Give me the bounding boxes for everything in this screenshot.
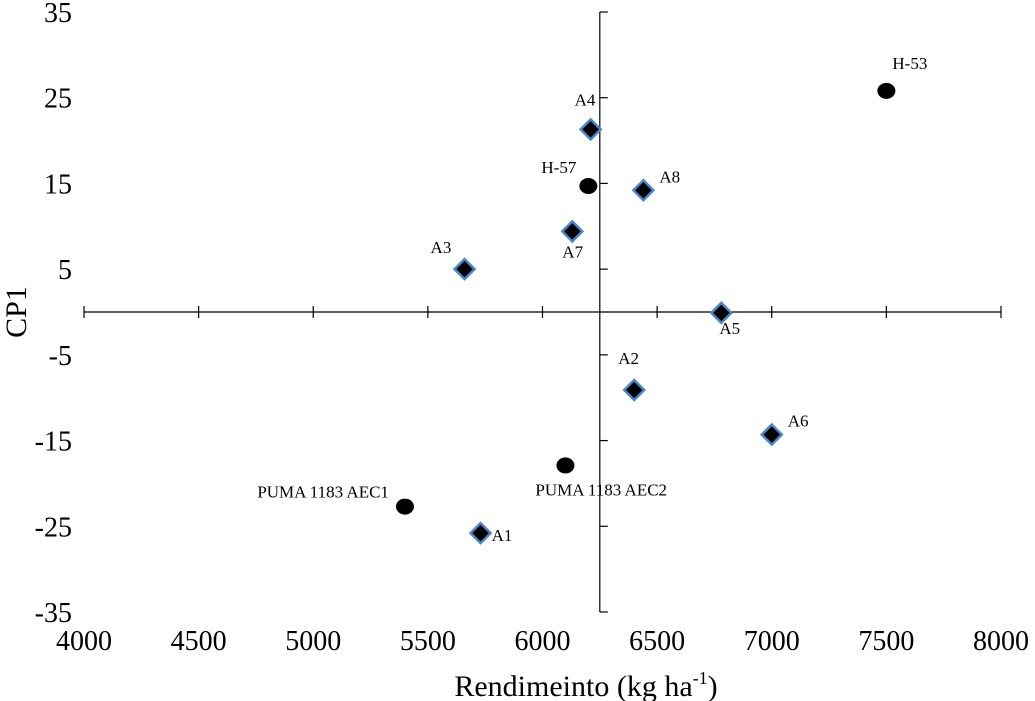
y-tick-label: 35	[44, 0, 72, 29]
y-tick-label: 5	[58, 255, 72, 286]
x-tick-labels: 4000 4500 5000 5500 6000 6500 7000 7500 8000	[56, 626, 1029, 657]
x-tick-label: 6000	[515, 626, 571, 657]
point-a2	[622, 378, 646, 402]
point-h-57	[579, 178, 598, 194]
point-a7	[560, 219, 585, 244]
label-a8: A8	[659, 167, 680, 186]
x-axis-title-sup: -1	[693, 668, 708, 688]
x-axis-title: Rendimeinto (kg ha-1)	[454, 668, 717, 701]
x-axis-title-end: )	[708, 670, 718, 701]
y-tick-label: -25	[35, 512, 72, 543]
point-a1	[468, 521, 493, 545]
y-tick-labels: 35 25 15 5 -5 -15 -25 -35	[35, 0, 72, 629]
x-tick-label: 5000	[285, 626, 341, 657]
x-tick-label: 6500	[629, 626, 685, 657]
y-tick-label: 25	[44, 84, 72, 115]
y-axis-title: CP1	[0, 286, 33, 338]
label-a6: A6	[788, 412, 809, 431]
point-a6	[759, 422, 784, 447]
y-tick-label: -35	[35, 598, 72, 629]
point-h-53	[877, 82, 896, 99]
label-a5: A5	[719, 319, 740, 338]
label-puma-1183-aec1: PUMA 1183 AEC1	[257, 483, 389, 502]
x-tick-label: 8000	[973, 626, 1029, 657]
label-puma-1183-aec2: PUMA 1183 AEC2	[535, 480, 667, 499]
point-puma-1183-aec1	[395, 498, 414, 515]
point-a5	[709, 301, 734, 325]
axes	[83, 11, 1002, 613]
x-tick-label: 5500	[400, 626, 456, 657]
point-a8	[631, 178, 656, 203]
point-labels: H-53 H-57 PUMA 1183 AEC2 PUMA 1183 AEC1 A4 A8…	[257, 54, 927, 545]
x-tick-label: 4000	[56, 626, 112, 657]
point-puma-1183-aec2	[556, 457, 575, 474]
x-tick-label: 7000	[744, 626, 800, 657]
label-a3: A3	[431, 238, 452, 257]
y-tick-label: -15	[35, 427, 72, 458]
label-h-57: H-57	[541, 158, 576, 177]
x-tick-label: 7500	[858, 626, 914, 657]
label-h-53: H-53	[892, 54, 927, 73]
y-tick-label: 15	[44, 169, 72, 200]
label-a1: A1	[492, 526, 513, 545]
label-a4: A4	[575, 90, 596, 109]
point-a4	[578, 117, 603, 142]
data-points	[395, 82, 896, 545]
label-a7: A7	[562, 242, 583, 261]
y-tick-label: -5	[49, 341, 72, 372]
point-a3	[452, 257, 477, 281]
label-a2: A2	[618, 349, 639, 368]
x-tick-label: 4500	[171, 626, 227, 657]
x-axis-title-main: Rendimeinto (kg ha	[454, 670, 692, 701]
